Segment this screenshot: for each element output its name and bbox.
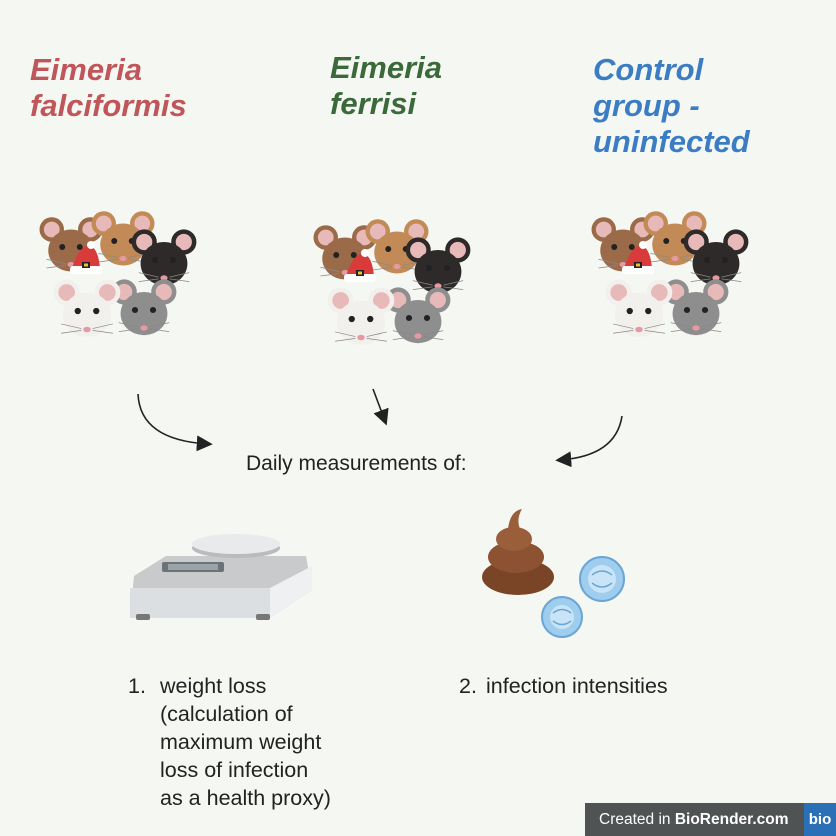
measurement-item-weight-loss: 1. weight loss (calculation of maximum w… xyxy=(128,672,331,812)
biorender-badge[interactable]: Created in BioRender.com bio xyxy=(585,803,836,836)
oocyst-icon xyxy=(579,556,625,602)
mouse-group-icon xyxy=(580,204,756,354)
oocyst-icon xyxy=(541,596,583,638)
daily-measurements-label: Daily measurements of: xyxy=(246,452,467,475)
scale-icon xyxy=(130,534,312,620)
poop-icon xyxy=(482,509,625,638)
mouse-group-icon xyxy=(28,204,204,354)
measurement-number: 2. xyxy=(459,674,477,698)
group-title-control: Control group - uninfected xyxy=(593,52,750,159)
group-title-falciformis: Eimeria falciformis xyxy=(30,52,187,123)
group-title-ferrisi: Eimeria ferrisi xyxy=(330,50,443,121)
biorender-logo-icon: bio xyxy=(804,803,836,836)
measurement-item-infection-intensities: 2. infection intensities xyxy=(459,672,668,700)
badge-text: Created in BioRender.com xyxy=(599,810,789,828)
measurement-text: weight loss (calculation of maximum weig… xyxy=(160,674,331,810)
arrow-icon xyxy=(555,415,623,468)
measurement-text: infection intensities xyxy=(486,674,668,698)
arrow-icon xyxy=(372,388,389,426)
mouse-group-icon xyxy=(302,212,478,362)
arrow-icon xyxy=(137,393,213,452)
measurement-number: 1. xyxy=(128,674,146,698)
